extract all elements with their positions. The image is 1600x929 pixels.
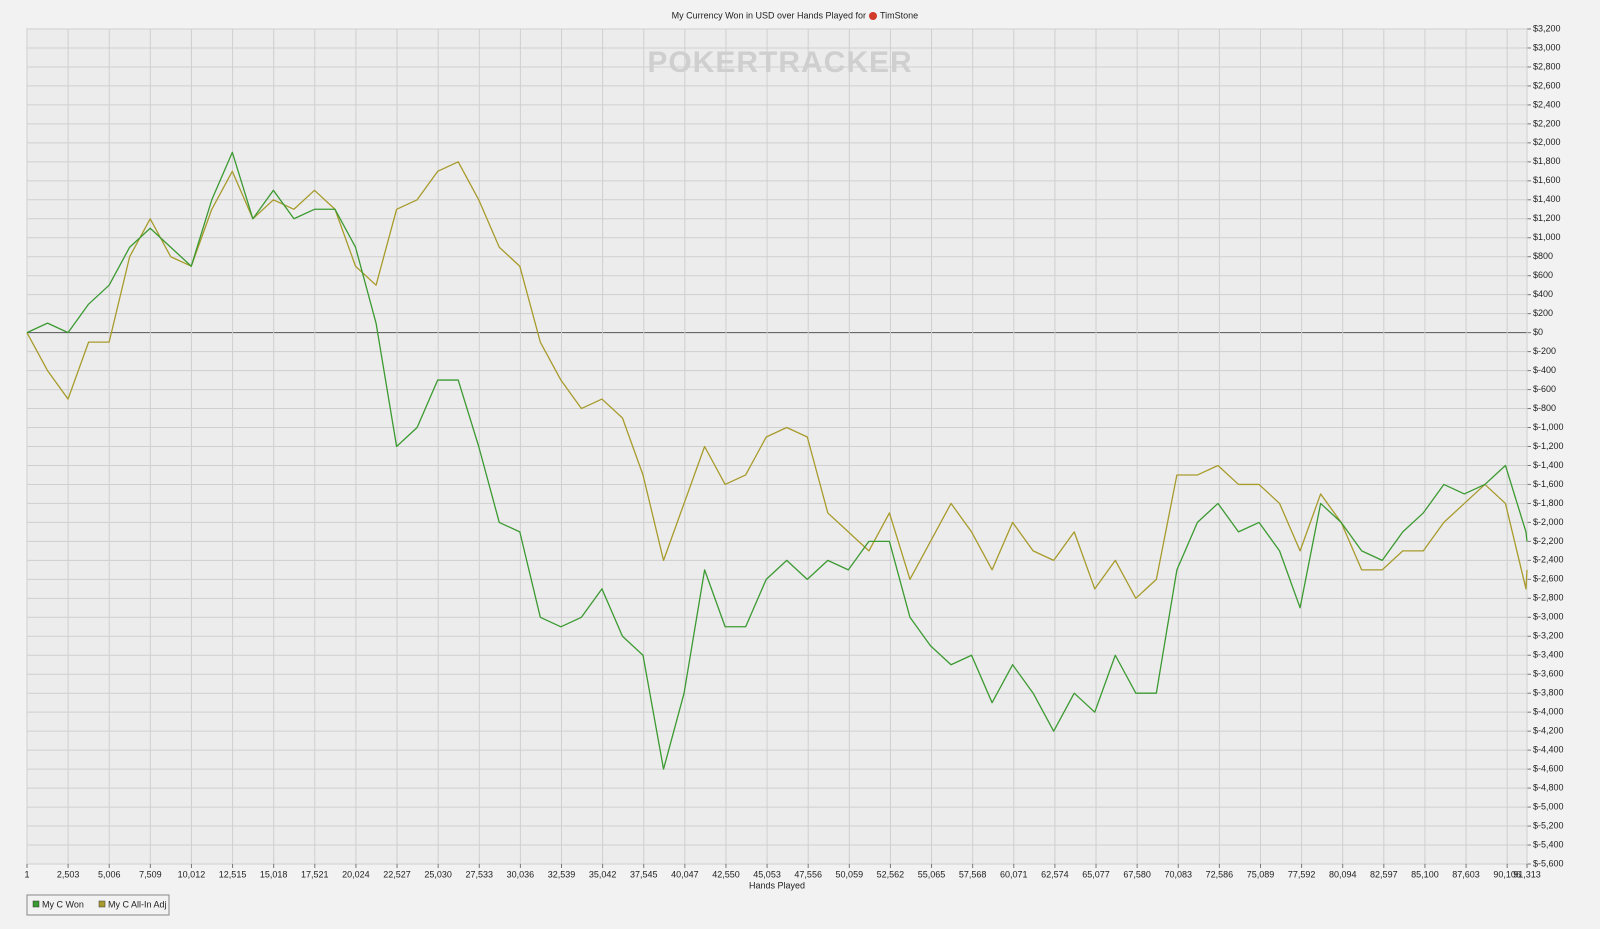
x-tick-label: 12,515 <box>219 869 247 879</box>
y-tick-label: $-4,800 <box>1533 782 1564 792</box>
player-icon <box>869 12 877 20</box>
x-tick-label: 32,539 <box>548 869 576 879</box>
x-tick-label: 52,562 <box>877 869 905 879</box>
y-tick-label: $-4,600 <box>1533 763 1564 773</box>
x-tick-label: 72,586 <box>1206 869 1234 879</box>
y-tick-label: $800 <box>1533 251 1553 261</box>
y-tick-label: $3,200 <box>1533 23 1561 33</box>
x-tick-label: 17,521 <box>301 869 329 879</box>
x-tick-label: 10,012 <box>178 869 206 879</box>
y-tick-label: $2,400 <box>1533 99 1561 109</box>
y-tick-label: $600 <box>1533 270 1553 280</box>
x-tick-label: 37,545 <box>630 869 658 879</box>
x-tick-label: 25,030 <box>424 869 452 879</box>
y-tick-label: $2,800 <box>1533 61 1561 71</box>
y-tick-label: $1,000 <box>1533 232 1561 242</box>
x-tick-label: 55,065 <box>918 869 946 879</box>
x-tick-label: 85,100 <box>1411 869 1439 879</box>
y-tick-label: $-3,200 <box>1533 631 1564 641</box>
x-tick-label: 40,047 <box>671 869 699 879</box>
x-tick-label: 77,592 <box>1288 869 1316 879</box>
x-tick-label: 22,527 <box>383 869 411 879</box>
player-name: TimStone <box>880 10 918 20</box>
x-tick-label: 45,053 <box>753 869 781 879</box>
y-tick-label: $200 <box>1533 308 1553 318</box>
y-tick-label: $-200 <box>1533 346 1556 356</box>
y-tick-label: $2,200 <box>1533 118 1561 128</box>
x-tick-label: 7,509 <box>139 869 162 879</box>
x-tick-label: 47,556 <box>794 869 822 879</box>
y-tick-label: $-3,000 <box>1533 612 1564 622</box>
y-tick-label: $-1,800 <box>1533 498 1564 508</box>
y-tick-label: $3,000 <box>1533 42 1561 52</box>
series-line <box>26 161 1528 599</box>
x-tick-label: 1 <box>24 869 29 879</box>
legend-swatch <box>98 900 106 908</box>
y-tick-label: $-2,000 <box>1533 517 1564 527</box>
y-tick-label: $0 <box>1533 327 1543 337</box>
y-tick-label: $-2,200 <box>1533 536 1564 546</box>
y-tick-label: $1,200 <box>1533 213 1561 223</box>
y-tick-label: $-1,600 <box>1533 479 1564 489</box>
x-tick-label: 75,089 <box>1247 869 1275 879</box>
x-tick-label: 70,083 <box>1164 869 1192 879</box>
y-tick-label: $1,800 <box>1533 156 1561 166</box>
y-tick-label: $-400 <box>1533 365 1556 375</box>
y-tick-label: $400 <box>1533 289 1553 299</box>
legend <box>26 894 170 916</box>
x-tick-label: 62,574 <box>1041 869 1069 879</box>
x-tick-label: 15,018 <box>260 869 288 879</box>
y-tick-label: $1,600 <box>1533 175 1561 185</box>
y-tick-label: $-2,600 <box>1533 574 1564 584</box>
y-tick-label: $-4,200 <box>1533 726 1564 736</box>
x-tick-label: 57,568 <box>959 869 987 879</box>
y-tick-label: $1,400 <box>1533 194 1561 204</box>
x-tick-label: 5,006 <box>98 869 121 879</box>
y-tick-label: $-1,400 <box>1533 460 1564 470</box>
chart-title: My Currency Won in USD over Hands Played… <box>672 10 866 20</box>
y-tick-label: $-3,400 <box>1533 650 1564 660</box>
y-tick-label: $-4,400 <box>1533 745 1564 755</box>
y-tick-label: $-1,000 <box>1533 422 1564 432</box>
x-axis-label: Hands Played <box>749 880 805 890</box>
x-tick-label: 2,503 <box>57 869 80 879</box>
y-tick-label: $-2,800 <box>1533 593 1564 603</box>
x-tick-label: 91,313 <box>1513 869 1541 879</box>
y-tick-label: $-5,400 <box>1533 839 1564 849</box>
y-tick-label: $-5,000 <box>1533 801 1564 811</box>
x-tick-label: 42,550 <box>712 869 740 879</box>
y-tick-label: $-1,200 <box>1533 441 1564 451</box>
y-tick-label: $-5,600 <box>1533 858 1564 868</box>
x-tick-label: 50,059 <box>836 869 864 879</box>
x-tick-label: 80,094 <box>1329 869 1357 879</box>
y-tick-label: $2,000 <box>1533 137 1561 147</box>
x-tick-label: 82,597 <box>1370 869 1398 879</box>
y-tick-label: $-3,600 <box>1533 669 1564 679</box>
y-tick-label: $-3,800 <box>1533 688 1564 698</box>
y-tick-label: $-5,200 <box>1533 820 1564 830</box>
x-tick-label: 30,036 <box>507 869 535 879</box>
legend-label: My C Won <box>42 899 84 909</box>
x-tick-label: 65,077 <box>1082 869 1110 879</box>
y-tick-label: $-800 <box>1533 403 1556 413</box>
y-tick-label: $-4,000 <box>1533 707 1564 717</box>
y-tick-label: $2,600 <box>1533 80 1561 90</box>
x-tick-label: 27,533 <box>466 869 494 879</box>
series-line <box>26 151 1528 770</box>
y-tick-label: $-600 <box>1533 384 1556 394</box>
x-tick-label: 87,603 <box>1452 869 1480 879</box>
legend-swatch <box>32 900 40 908</box>
x-tick-label: 60,071 <box>1000 869 1028 879</box>
y-tick-label: $-2,400 <box>1533 555 1564 565</box>
x-tick-label: 20,024 <box>342 869 370 879</box>
x-tick-label: 90,106 <box>1493 869 1521 879</box>
watermark: POKERTRACKER <box>647 46 912 79</box>
x-tick-label: 35,042 <box>589 869 617 879</box>
x-tick-label: 67,580 <box>1123 869 1151 879</box>
legend-label: My C All-In Adj <box>108 899 167 909</box>
